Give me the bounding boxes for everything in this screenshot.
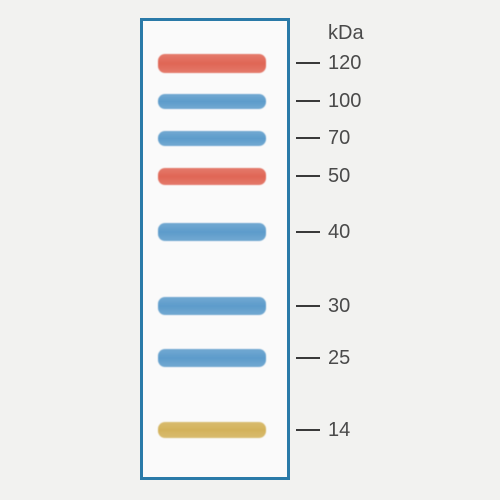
ladder-lane [140, 18, 290, 480]
tick-14 [296, 429, 320, 431]
band-50kda [158, 168, 266, 185]
tick-25 [296, 357, 320, 359]
band-120kda [158, 54, 266, 73]
label-70: 70 [328, 128, 350, 148]
band-70kda [158, 131, 266, 146]
tick-100 [296, 100, 320, 102]
tick-70 [296, 137, 320, 139]
band-14kda [158, 422, 266, 438]
label-25: 25 [328, 348, 350, 368]
band-40kda [158, 223, 266, 241]
label-14: 14 [328, 420, 350, 440]
label-40: 40 [328, 222, 350, 242]
label-50: 50 [328, 166, 350, 186]
tick-120 [296, 62, 320, 64]
tick-30 [296, 305, 320, 307]
band-100kda [158, 94, 266, 109]
label-120: 120 [328, 53, 361, 73]
label-30: 30 [328, 296, 350, 316]
tick-40 [296, 231, 320, 233]
tick-50 [296, 175, 320, 177]
band-25kda [158, 349, 266, 367]
band-30kda [158, 297, 266, 315]
unit-label: kDa [328, 22, 364, 45]
label-100: 100 [328, 91, 361, 111]
